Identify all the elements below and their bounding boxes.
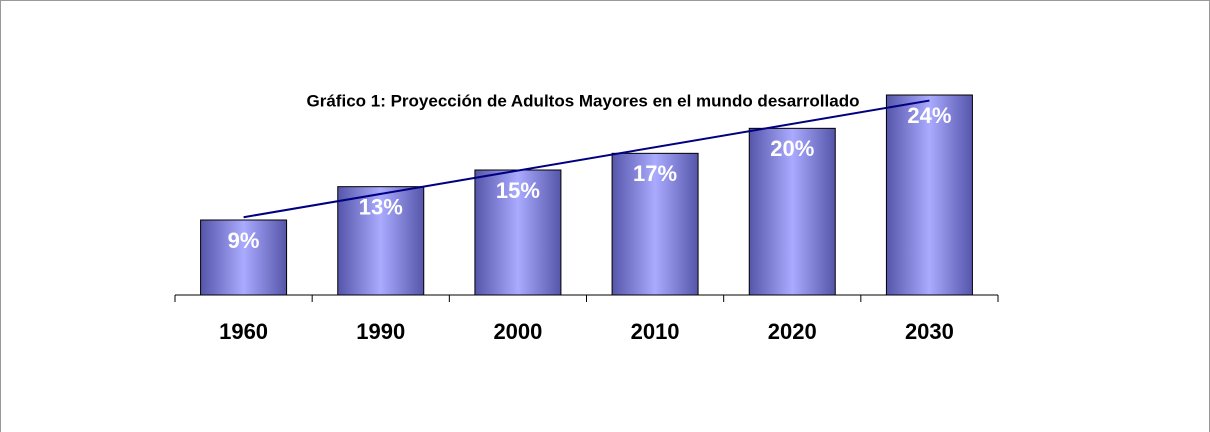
- chart-title: Gráfico 1: Proyección de Adultos Mayores…: [307, 91, 860, 110]
- x-tick-label: 2020: [768, 319, 817, 344]
- data-label: 17%: [633, 161, 677, 186]
- x-tick-label: 2000: [493, 319, 542, 344]
- data-label: 24%: [907, 103, 951, 128]
- x-tick-label: 1990: [356, 319, 405, 344]
- data-label: 15%: [496, 178, 540, 203]
- bar: [337, 186, 425, 296]
- x-tick-label: 2030: [905, 319, 954, 344]
- bar: [474, 169, 562, 296]
- bar: [748, 127, 836, 296]
- bar: [885, 94, 973, 296]
- bar: [611, 152, 699, 296]
- data-label: 9%: [228, 228, 260, 253]
- x-tick-label: 1960: [219, 319, 268, 344]
- data-label: 20%: [770, 136, 814, 161]
- x-tick-label: 2010: [631, 319, 680, 344]
- data-label: 13%: [359, 194, 403, 219]
- bar: [200, 219, 288, 296]
- trend-line: [243, 99, 930, 219]
